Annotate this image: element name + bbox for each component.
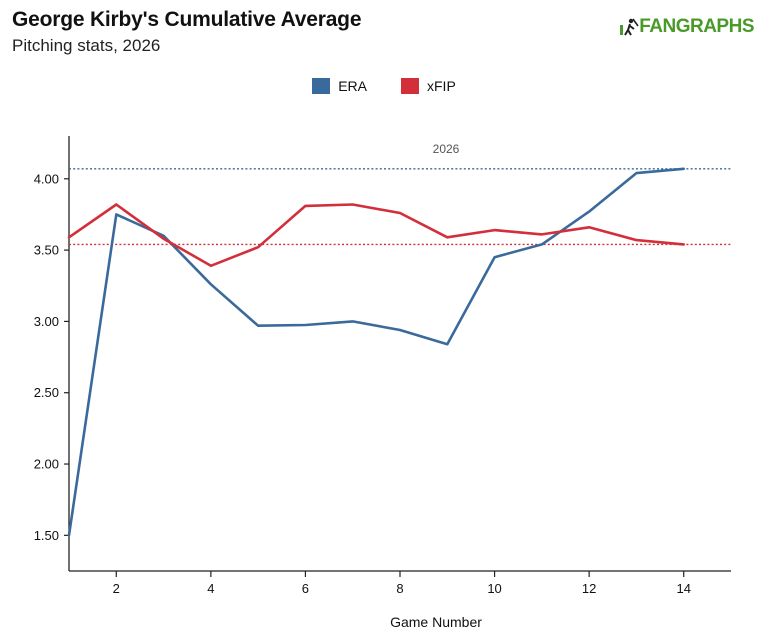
y-tick-label: 4.00 [34, 171, 59, 186]
x-tick-label: 10 [487, 581, 501, 596]
series-line-xfip [67, 203, 686, 268]
series-line-era [67, 167, 686, 537]
x-tick-label: 6 [302, 581, 309, 596]
chart-title: George Kirby's Cumulative Average [12, 8, 362, 31]
legend-label-era: ERA [338, 78, 367, 94]
y-tick-label: 1.50 [34, 528, 59, 543]
legend-swatch-era [312, 78, 331, 94]
chart-legend: ERA xFIP [0, 78, 768, 94]
fangraphs-batter-icon [620, 18, 639, 36]
fangraphs-logo: FANGRAPHS [619, 16, 755, 38]
x-tick-label: 4 [207, 581, 214, 596]
y-tick-label: 2.50 [34, 385, 59, 400]
chart-subtitle: Pitching stats, 2026 [12, 36, 161, 55]
brand-wordmark: FANGRAPHS [639, 16, 754, 38]
x-tick-label: 8 [396, 581, 403, 596]
legend-item-xfip[interactable]: xFIP [401, 78, 456, 94]
y-tick-label: 2.00 [34, 457, 59, 472]
x-axis-title: Game Number [390, 614, 482, 630]
x-tick-label: 14 [676, 581, 690, 596]
y-tick-label: 3.50 [34, 243, 59, 258]
reference-line-label: 2026 [433, 142, 460, 156]
legend-label-xfip: xFIP [427, 78, 456, 94]
legend-item-era[interactable]: ERA [312, 78, 367, 94]
x-tick-label: 2 [113, 581, 120, 596]
x-tick-label: 12 [582, 581, 596, 596]
brand-part1: FAN [639, 16, 676, 37]
brand-part2: GRAPHS [675, 16, 755, 37]
legend-swatch-xfip [401, 78, 419, 94]
y-tick-label: 3.00 [34, 314, 59, 329]
